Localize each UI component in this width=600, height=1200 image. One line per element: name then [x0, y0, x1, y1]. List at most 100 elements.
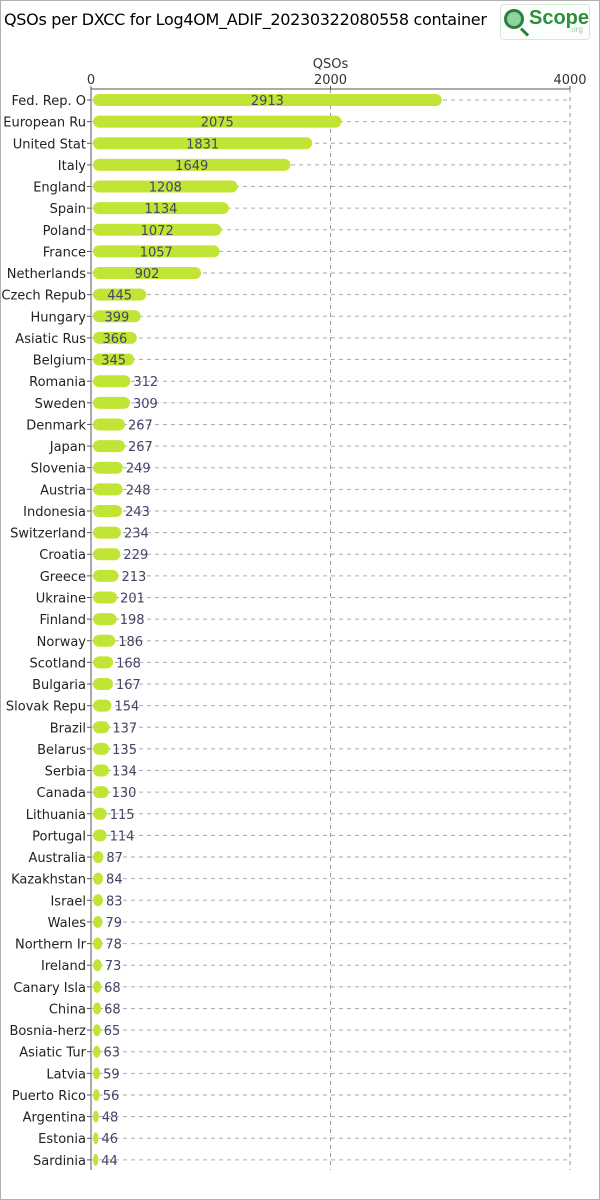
category-label: Estonia	[38, 1132, 86, 1147]
value-label: 59	[103, 1067, 120, 1082]
category-label: Wales	[48, 916, 87, 931]
value-label: 168	[116, 656, 141, 671]
category-label: Switzerland	[10, 527, 86, 542]
value-label: 198	[120, 613, 145, 628]
bar	[93, 396, 131, 409]
value-label: 1649	[175, 159, 208, 174]
category-label: England	[33, 181, 86, 196]
category-label: Belgium	[33, 354, 86, 369]
value-label: 134	[112, 765, 137, 780]
value-label: 130	[112, 786, 137, 801]
value-label: 83	[106, 894, 123, 909]
bar	[93, 851, 104, 864]
bar	[93, 1024, 101, 1037]
bar	[93, 440, 125, 453]
value-label: 234	[124, 527, 149, 542]
bar	[93, 94, 442, 106]
bar	[93, 872, 104, 885]
category-label: China	[49, 1002, 86, 1017]
value-label: 1134	[144, 202, 177, 217]
value-label: 154	[114, 700, 139, 715]
bar	[93, 937, 103, 950]
bar	[93, 1132, 99, 1145]
x-axis-title: QSOs	[313, 57, 349, 72]
value-label: 78	[105, 938, 122, 953]
logo-text: Scope	[529, 7, 590, 29]
logo-suffix: .org	[569, 25, 583, 34]
value-label: 56	[103, 1089, 120, 1104]
category-label: Scotland	[29, 656, 86, 671]
bar	[93, 656, 114, 669]
value-label: 229	[123, 548, 148, 563]
category-label: Argentina	[23, 1111, 86, 1126]
value-label: 312	[133, 375, 158, 390]
category-label: Puerto Rico	[12, 1089, 86, 1104]
value-label: 267	[128, 418, 153, 433]
bar	[93, 1153, 99, 1166]
category-label: Austria	[40, 483, 86, 498]
bar	[93, 786, 109, 799]
category-label: Slovak Repu	[6, 700, 86, 715]
bar	[93, 267, 202, 280]
value-label: 79	[105, 916, 122, 931]
x-tick-label: 0	[87, 73, 95, 88]
bar	[93, 1045, 101, 1058]
bar	[93, 1110, 99, 1123]
bar	[93, 548, 121, 561]
category-label: Asiatic Tur	[19, 1046, 86, 1061]
value-label: 65	[104, 1024, 121, 1039]
bar	[93, 764, 110, 777]
value-label: 114	[110, 829, 135, 844]
bar	[93, 202, 229, 215]
value-label: 63	[104, 1046, 121, 1061]
value-label: 84	[106, 873, 123, 888]
bar	[93, 915, 103, 928]
value-label: 115	[110, 808, 135, 823]
bar	[93, 288, 147, 301]
category-label: Canary Isla	[13, 981, 86, 996]
category-label: France	[43, 245, 86, 260]
category-label: Hungary	[30, 310, 86, 325]
value-label: 44	[101, 1154, 118, 1169]
bar	[93, 375, 131, 388]
category-label: Serbia	[45, 765, 86, 780]
value-label: 87	[106, 851, 123, 866]
category-label: Denmark	[26, 418, 86, 433]
value-label: 1072	[141, 224, 174, 239]
bar	[93, 223, 222, 236]
category-label: Brazil	[50, 721, 86, 736]
value-label: 267	[128, 440, 153, 455]
category-label: Czech Repub	[1, 289, 86, 304]
category-label: Asiatic Rus	[15, 332, 86, 347]
value-label: 248	[126, 483, 151, 498]
category-label: Norway	[37, 635, 87, 650]
bar	[93, 180, 238, 193]
category-label: Israel	[50, 894, 86, 909]
bar	[93, 613, 117, 626]
category-label: Latvia	[46, 1067, 86, 1082]
value-label: 186	[118, 635, 143, 650]
bar	[93, 980, 102, 993]
category-label: Romania	[29, 375, 86, 390]
bar	[93, 245, 220, 258]
value-label: 46	[102, 1132, 119, 1147]
category-label: Sweden	[35, 397, 86, 412]
value-label: 1831	[186, 137, 219, 152]
category-label: Netherlands	[7, 267, 86, 282]
value-label: 2075	[201, 116, 234, 131]
qscope-logo[interactable]: Scope .org	[500, 4, 590, 40]
bar	[93, 829, 107, 842]
bar	[93, 115, 342, 128]
value-label: 167	[116, 678, 141, 693]
bar	[93, 1002, 102, 1015]
bar	[93, 634, 116, 647]
bar	[93, 894, 103, 907]
value-label: 1208	[149, 181, 182, 196]
category-label: Poland	[43, 224, 86, 239]
category-label: European Ru	[3, 116, 86, 131]
value-label: 399	[104, 310, 129, 325]
category-label: Belarus	[37, 743, 86, 758]
value-label: 366	[103, 332, 128, 347]
bar	[93, 137, 313, 150]
